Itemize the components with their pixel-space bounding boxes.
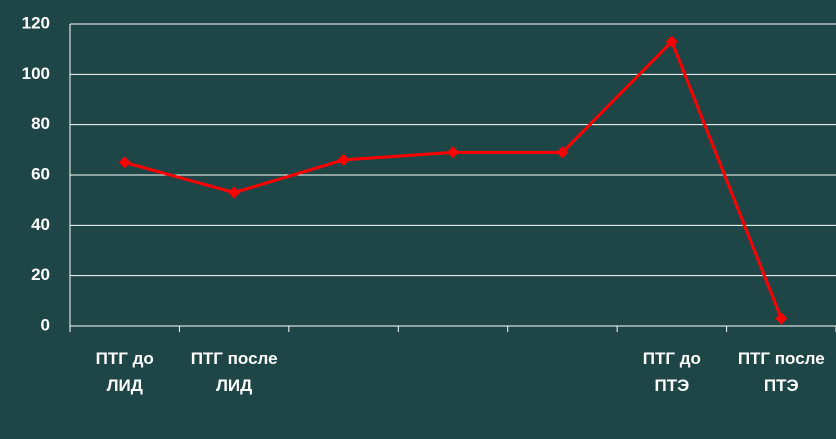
y-tick-label: 80 (31, 114, 50, 133)
marker (228, 186, 241, 199)
x-tick-label: ПТГ до ЛИД (95, 349, 154, 395)
y-tick-label: 20 (31, 265, 50, 284)
y-tick-label: 60 (31, 164, 50, 183)
marker (447, 146, 459, 159)
marker (337, 153, 350, 166)
line (124, 38, 783, 320)
marker (118, 156, 131, 169)
y-tick-label: 120 (22, 13, 50, 32)
marker (556, 146, 569, 159)
x-tick-label: ПТГ после ПТЭ (737, 349, 825, 395)
y-tick-label: 40 (31, 215, 50, 234)
marker (775, 312, 788, 325)
y-tick-label: 0 (41, 315, 50, 334)
y-tick-label: 100 (22, 64, 50, 83)
x-tick-label: ПТГ до ПТЭ (642, 349, 701, 395)
marker (665, 35, 678, 48)
x-tick-label: ПТГ после ЛИД (190, 349, 278, 395)
